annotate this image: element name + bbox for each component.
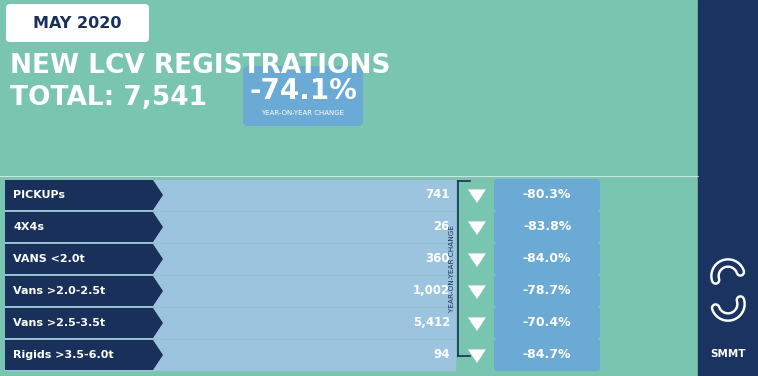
FancyBboxPatch shape bbox=[494, 179, 600, 211]
Bar bbox=[5, 212, 455, 242]
Text: 1,002: 1,002 bbox=[413, 285, 450, 297]
Text: YEAR-ON-YEAR CHANGE: YEAR-ON-YEAR CHANGE bbox=[449, 225, 455, 312]
Text: 5,412: 5,412 bbox=[412, 317, 450, 329]
Bar bbox=[698, 0, 758, 376]
FancyBboxPatch shape bbox=[494, 243, 600, 275]
FancyBboxPatch shape bbox=[6, 4, 149, 42]
Bar bbox=[5, 180, 455, 210]
Polygon shape bbox=[468, 285, 486, 299]
FancyBboxPatch shape bbox=[494, 307, 600, 339]
FancyBboxPatch shape bbox=[494, 339, 600, 371]
Text: Vans >2.5-3.5t: Vans >2.5-3.5t bbox=[13, 318, 105, 328]
Text: MAY 2020: MAY 2020 bbox=[33, 15, 121, 30]
Polygon shape bbox=[468, 317, 486, 331]
Text: NEW LCV REGISTRATIONS: NEW LCV REGISTRATIONS bbox=[10, 53, 390, 79]
Text: Vans >2.0-2.5t: Vans >2.0-2.5t bbox=[13, 286, 105, 296]
Polygon shape bbox=[5, 212, 163, 242]
Text: Rigids >3.5-6.0t: Rigids >3.5-6.0t bbox=[13, 350, 114, 360]
Polygon shape bbox=[5, 276, 163, 306]
Polygon shape bbox=[468, 349, 486, 363]
Bar bbox=[5, 340, 455, 370]
Polygon shape bbox=[5, 180, 163, 210]
FancyBboxPatch shape bbox=[494, 211, 600, 243]
Bar bbox=[5, 276, 455, 306]
Text: -80.3%: -80.3% bbox=[523, 188, 572, 202]
Polygon shape bbox=[5, 244, 163, 274]
Bar bbox=[5, 244, 455, 274]
FancyBboxPatch shape bbox=[494, 275, 600, 307]
Text: -84.7%: -84.7% bbox=[523, 349, 572, 361]
Polygon shape bbox=[468, 190, 486, 203]
Polygon shape bbox=[468, 221, 486, 235]
FancyBboxPatch shape bbox=[243, 66, 363, 126]
Text: 26: 26 bbox=[434, 220, 450, 233]
Polygon shape bbox=[5, 308, 163, 338]
Text: SMMT: SMMT bbox=[710, 349, 746, 359]
Polygon shape bbox=[5, 340, 163, 370]
Text: 4X4s: 4X4s bbox=[13, 222, 44, 232]
Text: -84.0%: -84.0% bbox=[523, 253, 572, 265]
Text: 360: 360 bbox=[425, 253, 450, 265]
Bar bbox=[5, 308, 455, 338]
Text: -78.7%: -78.7% bbox=[523, 285, 572, 297]
Text: PICKUPs: PICKUPs bbox=[13, 190, 65, 200]
Text: 741: 741 bbox=[425, 188, 450, 202]
Text: -83.8%: -83.8% bbox=[523, 220, 571, 233]
Text: 94: 94 bbox=[434, 349, 450, 361]
Text: YEAR-ON-YEAR CHANGE: YEAR-ON-YEAR CHANGE bbox=[262, 110, 344, 116]
Text: TOTAL: 7,541: TOTAL: 7,541 bbox=[10, 85, 207, 111]
Text: -74.1%: -74.1% bbox=[249, 77, 357, 105]
Polygon shape bbox=[468, 253, 486, 267]
Text: -70.4%: -70.4% bbox=[523, 317, 572, 329]
Text: VANS <2.0t: VANS <2.0t bbox=[13, 254, 85, 264]
